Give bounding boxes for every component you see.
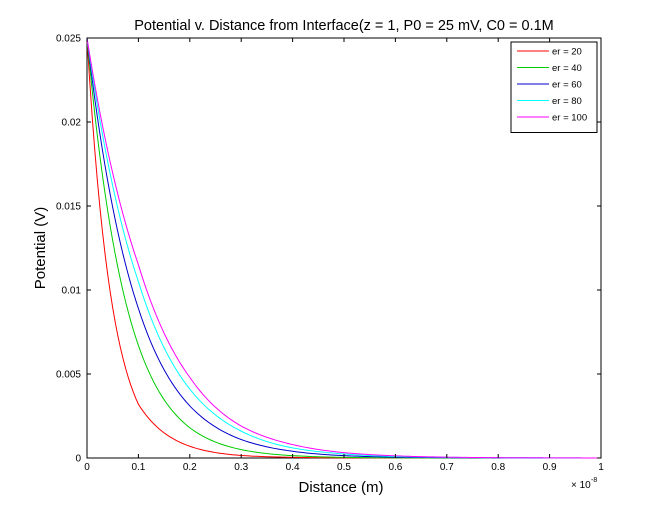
y-tick-label: 0.01 — [62, 286, 82, 297]
legend-label: er = 20 — [552, 47, 582, 58]
x-tick-label: 0.9 — [543, 462, 557, 473]
y-axis-label: Potential (V) — [32, 207, 49, 290]
y-tick-label: 0 — [75, 454, 81, 465]
legend-label: er = 40 — [552, 63, 582, 74]
y-tick-label: 0.005 — [56, 370, 81, 381]
x-tick-label: 0.8 — [491, 462, 505, 473]
chart-title: Potential v. Distance from Interface(z =… — [134, 18, 554, 34]
x-tick-label: 0 — [84, 462, 90, 473]
x-tick-label: 0.1 — [131, 462, 145, 473]
x-tick-label: 0.3 — [234, 462, 248, 473]
x-tick-label: 0.5 — [337, 462, 351, 473]
x-multiplier-exponent: -8 — [591, 477, 597, 484]
y-tick-label: 0.015 — [56, 202, 81, 213]
y-tick-label: 0.02 — [62, 118, 82, 129]
x-axis-label: Distance (m) — [298, 479, 383, 496]
x-tick-label: 0.7 — [440, 462, 454, 473]
x-tick-label: 0.4 — [286, 462, 300, 473]
legend-label: er = 100 — [552, 113, 587, 124]
ticks-layer: 0 0.1 0.2 0.3 0.4 0.5 0.6 0.7 0.8 0.9 1 0 0.005 0.01 0… — [56, 34, 604, 474]
x-multiplier-label: × 10 — [571, 480, 591, 491]
legend-label: er = 80 — [552, 96, 582, 107]
x-tick-label: 0.2 — [183, 462, 197, 473]
legend-label: er = 60 — [552, 80, 582, 91]
x-tick-label: 0.6 — [388, 462, 402, 473]
series-line-er-100 — [86, 37, 602, 459]
x-tick-label: 1 — [598, 462, 604, 473]
y-tick-label: 0.025 — [56, 34, 81, 45]
legend: er = 20 er = 40 er = 60 er = 80 er = 100 — [510, 41, 598, 133]
